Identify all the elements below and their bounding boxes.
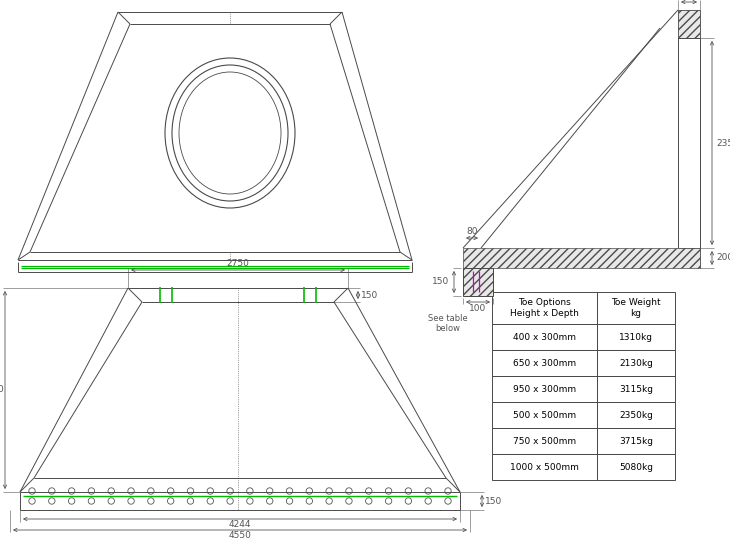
Bar <box>492 324 597 350</box>
Bar <box>597 350 675 376</box>
Text: 4550: 4550 <box>228 531 251 540</box>
Bar <box>597 428 675 454</box>
Bar <box>492 454 597 480</box>
Text: 1310kg: 1310kg <box>619 333 653 342</box>
Text: See table
below: See table below <box>428 314 468 333</box>
Text: 1000 x 500mm: 1000 x 500mm <box>510 463 579 471</box>
Bar <box>597 402 675 428</box>
Bar <box>597 376 675 402</box>
Text: Toe Weight
kg: Toe Weight kg <box>611 298 661 318</box>
Text: 2750: 2750 <box>226 259 250 268</box>
Text: 500 x 500mm: 500 x 500mm <box>513 410 576 420</box>
Bar <box>492 376 597 402</box>
Text: 80: 80 <box>466 227 477 236</box>
Text: 2130kg: 2130kg <box>619 359 653 367</box>
Text: 650 x 300mm: 650 x 300mm <box>513 359 576 367</box>
Text: 750 x 500mm: 750 x 500mm <box>513 437 576 446</box>
Text: 4244: 4244 <box>228 520 251 529</box>
Bar <box>492 292 597 324</box>
Text: 100: 100 <box>469 304 487 313</box>
Bar <box>492 402 597 428</box>
Text: 400 x 300mm: 400 x 300mm <box>513 333 576 342</box>
Text: 3115kg: 3115kg <box>619 384 653 393</box>
Bar <box>492 350 597 376</box>
Text: 950 x 300mm: 950 x 300mm <box>513 384 576 393</box>
Bar <box>597 454 675 480</box>
Text: Toe Options
Height x Depth: Toe Options Height x Depth <box>510 298 579 318</box>
Text: 150: 150 <box>485 497 502 505</box>
Bar <box>463 248 700 268</box>
Bar <box>678 10 700 38</box>
Bar <box>597 292 675 324</box>
Text: 2350: 2350 <box>716 139 730 147</box>
Text: 200: 200 <box>716 254 730 262</box>
Text: 150: 150 <box>361 290 378 300</box>
Text: 5080kg: 5080kg <box>619 463 653 471</box>
Bar <box>597 324 675 350</box>
Text: 150: 150 <box>432 278 449 287</box>
Bar <box>463 268 493 296</box>
Text: 2200: 2200 <box>0 386 4 394</box>
Text: 2350kg: 2350kg <box>619 410 653 420</box>
Bar <box>492 428 597 454</box>
Text: 3715kg: 3715kg <box>619 437 653 446</box>
